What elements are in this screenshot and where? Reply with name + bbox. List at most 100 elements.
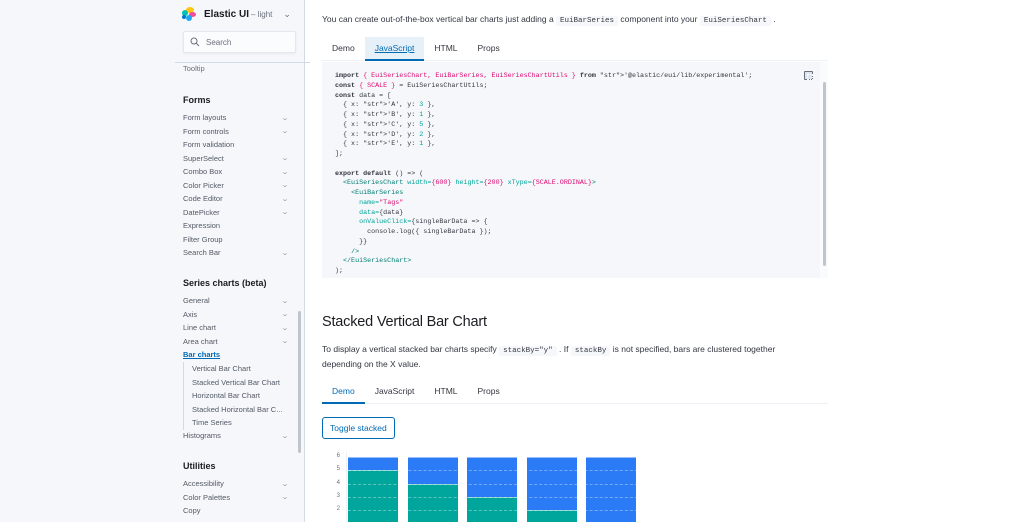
code-block[interactable]: import { EuiSeriesChart, EuiBarSeries, E… bbox=[322, 62, 828, 278]
nav-label: Line chart bbox=[183, 323, 216, 332]
sidebar-item-form-controls[interactable]: Form controls ⌄ bbox=[183, 125, 290, 138]
sidebar-item-code-editor[interactable]: Code Editor ⌄ bbox=[183, 192, 290, 205]
section-description: To display a vertical stacked bar charts… bbox=[322, 343, 802, 371]
series-blue-segment[interactable] bbox=[467, 457, 517, 497]
sidebar: Elastic UI– light ⌄ Tooltip Forms Form l… bbox=[0, 0, 310, 522]
sidebar-item-search-bar[interactable]: Search Bar ⌄ bbox=[183, 246, 289, 259]
nav-label: Form validation bbox=[183, 140, 235, 149]
chevron-down-icon: ⌄ bbox=[280, 128, 290, 135]
search-input[interactable] bbox=[206, 37, 286, 47]
tab-demo[interactable]: Demo bbox=[322, 380, 365, 404]
chevron-down-icon: ⌄ bbox=[280, 195, 290, 203]
bar-charts-subnav: Vertical Bar Chart Stacked Vertical Bar … bbox=[183, 362, 288, 430]
y-tick-label: 6 bbox=[336, 453, 340, 459]
sidebar-scrollbar[interactable] bbox=[298, 311, 301, 453]
bar-3[interactable] bbox=[467, 452, 517, 522]
nav-label: Histograms bbox=[183, 431, 221, 440]
nav-label: Search Bar bbox=[183, 248, 221, 257]
tab-demo[interactable]: Demo bbox=[332, 43, 355, 53]
chevron-down-icon: ⌄ bbox=[280, 155, 290, 162]
bar-1[interactable] bbox=[348, 452, 398, 522]
sidebar-item-color-picker[interactable]: Color Picker ⌄ bbox=[183, 179, 290, 192]
sidebar-item-bar-charts[interactable]: Bar charts bbox=[183, 348, 288, 361]
series-blue-segment[interactable] bbox=[407, 457, 458, 484]
elastic-logo-icon bbox=[182, 7, 196, 21]
y-tick-label: 4 bbox=[336, 479, 340, 486]
grid-line bbox=[348, 496, 648, 498]
bar-5[interactable] bbox=[586, 452, 636, 522]
sidebar-subitem-stacked-horizontal-bar-chart[interactable]: Stacked Horizontal Bar C... bbox=[192, 404, 283, 414]
chevron-down-icon: ⌄ bbox=[280, 168, 290, 176]
series-green-segment[interactable] bbox=[348, 470, 398, 522]
series-blue-segment[interactable] bbox=[526, 457, 577, 511]
series-blue-segment[interactable] bbox=[348, 457, 398, 471]
sidebar-item-axis[interactable]: Axis ⌄ bbox=[183, 308, 289, 321]
sidebar-subitem-time-series[interactable]: Time Series bbox=[192, 418, 232, 427]
nav-label: Color Picker bbox=[183, 180, 224, 190]
sidebar-item-superselect[interactable]: SuperSelect ⌄ bbox=[183, 152, 290, 165]
tab-props[interactable]: Props bbox=[477, 43, 500, 53]
sidebar-item-filter-group[interactable]: Filter Group bbox=[183, 233, 288, 246]
chevron-down-icon: ⌄ bbox=[280, 182, 290, 189]
inline-code: EuiSeriesChart bbox=[699, 16, 771, 26]
sidebar-item-form-validation[interactable]: Form validation bbox=[183, 138, 288, 151]
chevron-down-icon: ⌄ bbox=[280, 297, 290, 305]
nav-label: Copy bbox=[183, 506, 201, 515]
sidebar-item-line-chart[interactable]: Line chart ⌄ bbox=[183, 321, 290, 334]
sidebar-item-histograms[interactable]: Histograms ⌄ bbox=[183, 429, 290, 442]
nav-label: General bbox=[183, 296, 210, 305]
series-green-segment[interactable] bbox=[467, 496, 517, 522]
series-green-segment[interactable] bbox=[407, 483, 458, 522]
bar-2[interactable] bbox=[407, 452, 458, 522]
chevron-down-icon: ⌄ bbox=[280, 432, 290, 440]
chevron-down-icon: ⌄ bbox=[280, 324, 290, 332]
sidebar-item-tooltip[interactable]: Tooltip bbox=[183, 65, 205, 73]
text: You can create out-of-the-box vertical b… bbox=[322, 14, 557, 24]
search-field[interactable] bbox=[183, 31, 296, 53]
chevron-down-icon: ⌄ bbox=[283, 8, 291, 19]
grid-line bbox=[348, 510, 648, 512]
nav-label: Code Editor bbox=[183, 194, 223, 203]
sidebar-item-copy[interactable]: Copy bbox=[183, 504, 288, 517]
text: is not specified, bars are clustered tog… bbox=[322, 344, 776, 369]
chevron-down-icon: ⌄ bbox=[280, 209, 290, 216]
sidebar-nav: Elastic UI– light ⌄ Tooltip Forms Form l… bbox=[170, 0, 310, 522]
brand-switcher[interactable]: Elastic UI – light ⌄ bbox=[182, 6, 291, 22]
sidebar-item-form-layouts[interactable]: Form layouts ⌄ bbox=[183, 111, 289, 124]
sidebar-item-general[interactable]: General ⌄ bbox=[183, 294, 290, 307]
nav-label: Bar charts bbox=[183, 350, 221, 359]
sidebar-item-combo-box[interactable]: Combo Box ⌄ bbox=[183, 165, 290, 178]
toggle-stacked-button[interactable]: Toggle stacked bbox=[322, 417, 395, 439]
sidebar-item-datepicker[interactable]: DatePicker ⌄ bbox=[183, 206, 290, 219]
nav-group-forms: Forms bbox=[183, 95, 211, 105]
sidebar-subitem-stacked-vertical-bar-chart[interactable]: Stacked Vertical Bar Chart bbox=[192, 377, 280, 387]
nav-label: Expression bbox=[183, 221, 221, 230]
tab-javascript[interactable]: JavaScript bbox=[374, 386, 415, 396]
tab-javascript[interactable]: JavaScript bbox=[364, 37, 425, 61]
stacked-bar-chart: 6 5 4 3 2 bbox=[332, 452, 652, 522]
sidebar-subitem-vertical-bar-chart[interactable]: Vertical Bar Chart bbox=[192, 364, 251, 373]
fullscreen-icon[interactable] bbox=[804, 71, 813, 80]
sidebar-item-accessibility[interactable]: Accessibility ⌄ bbox=[183, 477, 289, 490]
sidebar-item-area-chart[interactable]: Area chart ⌄ bbox=[183, 335, 289, 348]
nav-group-utilities: Utilities bbox=[183, 461, 216, 471]
example-tabs-1: Demo JavaScript HTML Props bbox=[322, 37, 828, 61]
series-blue-segment[interactable] bbox=[586, 457, 636, 522]
y-axis bbox=[346, 452, 347, 522]
example-tabs-2: Demo JavaScript HTML Props bbox=[322, 380, 828, 404]
code-scrollbar[interactable] bbox=[823, 82, 826, 266]
bar-4[interactable] bbox=[526, 452, 577, 522]
y-tick-label: 2 bbox=[336, 506, 340, 513]
inline-code: stackBy bbox=[570, 346, 611, 356]
tab-html[interactable]: HTML bbox=[434, 386, 458, 396]
nav-label: Filter Group bbox=[183, 234, 223, 244]
sidebar-item-color-palettes[interactable]: Color Palettes ⌄ bbox=[183, 491, 289, 504]
series-green-segment[interactable] bbox=[526, 510, 577, 522]
tab-html[interactable]: HTML bbox=[434, 43, 458, 53]
text: . bbox=[770, 14, 776, 24]
theme-label: – light bbox=[251, 9, 273, 19]
tab-props[interactable]: Props bbox=[477, 386, 500, 396]
sidebar-subitem-horizontal-bar-chart[interactable]: Horizontal Bar Chart bbox=[192, 391, 260, 400]
nav-label: Axis bbox=[183, 309, 198, 319]
sidebar-item-expression[interactable]: Expression bbox=[183, 219, 288, 232]
